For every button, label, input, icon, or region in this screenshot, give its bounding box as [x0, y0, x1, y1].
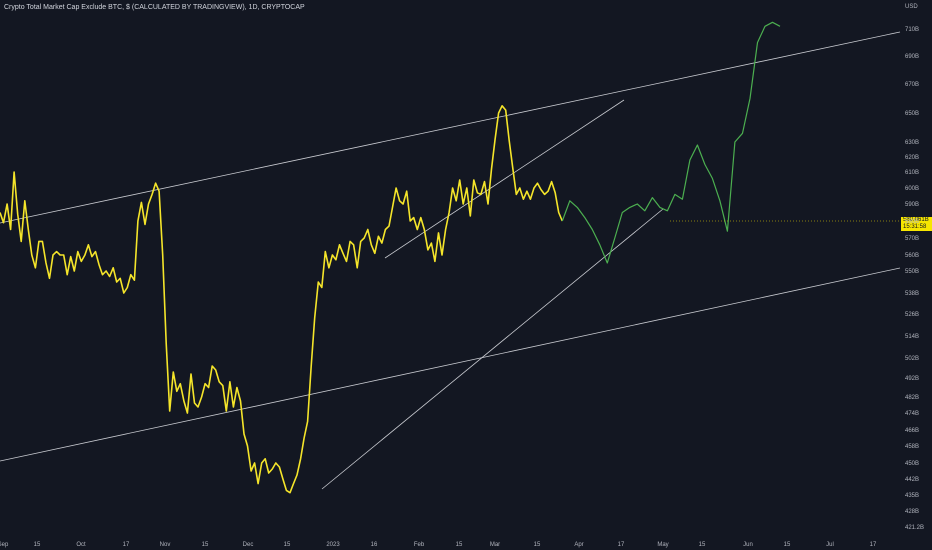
price-tick-label: 710B [905, 27, 919, 33]
price-tick-label: 502B [905, 356, 919, 362]
date-tick-label: Dec [243, 542, 254, 548]
price-tick-label: 650B [905, 111, 919, 117]
date-tick-label: 15 [284, 542, 291, 548]
currency-label: USD [905, 4, 918, 10]
price-tick-label: 482B [905, 395, 919, 401]
price-tick-label: 630B [905, 140, 919, 146]
date-tick-label: May [657, 542, 668, 548]
price-tick-label: 466B [905, 428, 919, 434]
chart-title: Crypto Total Market Cap Exclude BTC, $ (… [4, 4, 305, 11]
date-tick-label: 15 [784, 542, 791, 548]
projection-line [561, 21, 781, 264]
price-tick-label: 458B [905, 444, 919, 450]
price-tick-label: 670B [905, 82, 919, 88]
date-tick-label: 15 [34, 542, 41, 548]
date-tick-label: 15 [699, 542, 706, 548]
price-tick-label: 550B [905, 269, 919, 275]
last-price-label: 580.061B [903, 217, 929, 223]
price-tick-label: 690B [905, 54, 919, 60]
trendline-upper-channel[interactable] [0, 31, 901, 224]
date-tick-label: 17 [618, 542, 625, 548]
date-tick-label: 17 [870, 542, 877, 548]
price-tick-label: 514B [905, 334, 919, 340]
price-tick-label: 474B [905, 411, 919, 417]
date-tick-label: Jun [743, 542, 753, 548]
countdown-label: 15:31:58 [903, 224, 927, 230]
price-tick-label: 560B [905, 253, 919, 259]
date-tick-label: Sep [0, 542, 9, 548]
date-tick-label: 15 [202, 542, 209, 548]
date-tick-label: 16 [371, 542, 378, 548]
price-tick-label: 610B [905, 170, 919, 176]
date-tick-label: Apr [574, 542, 583, 548]
last-price-badge: 580.061B 15:31:58 [901, 217, 932, 231]
price-tick-label: 526B [905, 312, 919, 318]
price-line [0, 105, 564, 494]
trendline-inner-upper[interactable] [384, 99, 625, 259]
price-tick-label: 435B [905, 493, 919, 499]
trendline-inner-lower[interactable] [321, 208, 664, 490]
date-tick-label: 15 [534, 542, 541, 548]
price-tick-label: 538B [905, 291, 919, 297]
price-tick-label: 492B [905, 376, 919, 382]
date-tick-label: Feb [414, 542, 425, 548]
date-tick-label: 15 [456, 542, 463, 548]
date-tick-label: Mar [490, 542, 500, 548]
price-tick-label: 580B [905, 219, 919, 225]
price-tick-label: 450B [905, 461, 919, 467]
price-tick-label: 442B [905, 477, 919, 483]
price-tick-label: 600B [905, 186, 919, 192]
price-tick-label: 590B [905, 202, 919, 208]
price-tick-label: 620B [905, 155, 919, 161]
price-tick-label: 421.2B [905, 525, 924, 531]
price-tick-label: 570B [905, 236, 919, 242]
date-tick-label: Nov [160, 542, 171, 548]
date-tick-label: Jul [826, 542, 834, 548]
trendline-lower-channel[interactable] [0, 267, 901, 462]
date-tick-label: 2023 [326, 542, 340, 548]
date-tick-label: 17 [123, 542, 130, 548]
date-tick-label: Oct [76, 542, 86, 548]
price-tick-label: 428B [905, 509, 919, 515]
